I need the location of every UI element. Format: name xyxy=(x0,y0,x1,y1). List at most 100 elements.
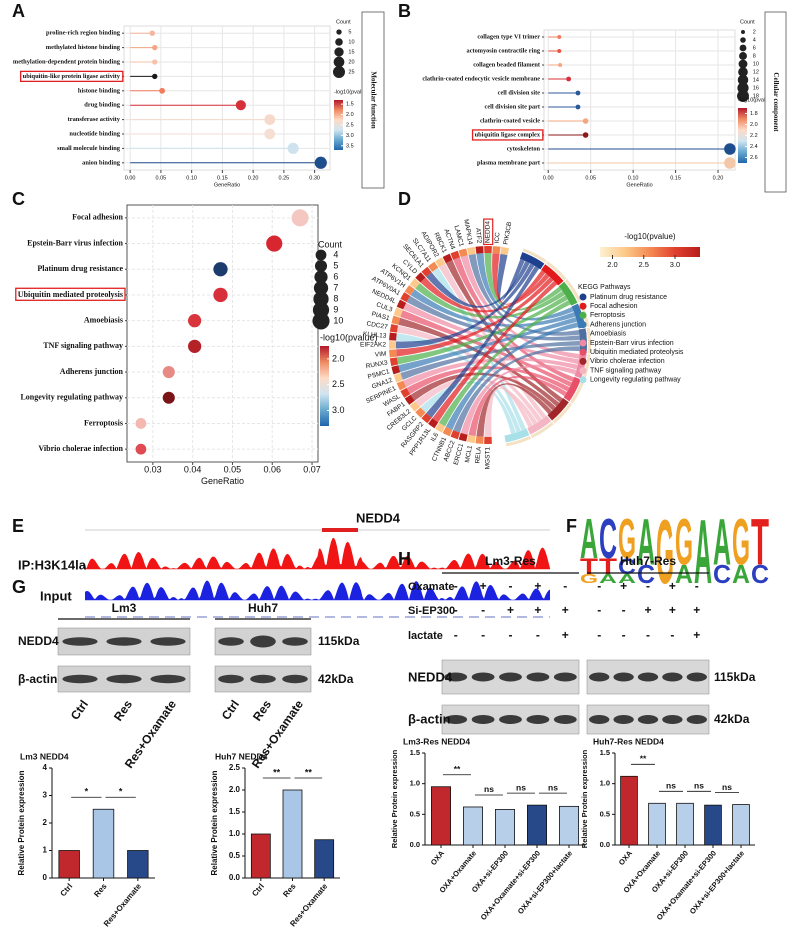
chord-ribbon xyxy=(398,317,560,407)
category-label: Focal adhesion xyxy=(72,213,123,222)
treatment-label: Oxamate xyxy=(408,581,454,593)
category-label: clathrin-coated endocytic vesicle membra… xyxy=(422,75,540,82)
chord-ribbon xyxy=(453,346,580,433)
size-legend-label: 6 xyxy=(333,271,338,281)
pathway-outer-arc xyxy=(570,379,585,404)
band xyxy=(218,637,244,646)
legend-label: TNF signaling pathway xyxy=(590,367,662,374)
input-track xyxy=(85,580,550,600)
legend-swatch xyxy=(579,321,587,329)
lane-label: Ctrl xyxy=(68,698,91,723)
category-label: collagen type VI trimer xyxy=(477,33,540,40)
treatment-sign: + xyxy=(693,603,700,617)
logo-letter: C xyxy=(637,560,655,589)
gene-arc xyxy=(428,261,439,272)
chord-ribbon xyxy=(426,265,540,418)
treatment-sign: - xyxy=(646,579,650,593)
colorbar-label: 1.8 xyxy=(750,111,758,117)
category-label: plasma membrane part xyxy=(477,159,541,166)
dot xyxy=(135,443,147,455)
lane-label: Res xyxy=(111,697,135,723)
chord-ribbon xyxy=(400,340,580,380)
size-legend-label: 10 xyxy=(333,315,343,325)
legend-swatch xyxy=(579,367,587,375)
chart-title: Huh7-Res NEDD4 xyxy=(593,736,664,746)
size-legend-dot xyxy=(739,52,747,60)
legend-swatch xyxy=(579,302,587,310)
treatment-sign: + xyxy=(620,579,627,593)
colorbar-label: 3.5 xyxy=(346,143,354,149)
category-label: Adherens junction xyxy=(60,367,124,376)
x-axis-label: GeneRatio xyxy=(214,183,240,189)
treatment-sign: - xyxy=(509,579,513,593)
colorbar-label: 2.0 xyxy=(346,112,354,118)
bar xyxy=(462,806,483,846)
pathway-arc xyxy=(527,415,552,435)
size-legend-dot xyxy=(738,59,748,69)
treatment-label: Si-EP300 xyxy=(408,605,455,617)
y-tick-label: 1 xyxy=(43,846,48,855)
legend-label: Amoebiasis xyxy=(590,331,627,338)
x-tick-label: OXA xyxy=(429,848,447,867)
colorbar-label: 2.0 xyxy=(750,122,758,128)
size-legend-label: 4 xyxy=(753,37,756,43)
size-legend-label: 14 xyxy=(753,77,759,83)
treatment-sign: - xyxy=(563,579,567,593)
legend-label: Adherens junction xyxy=(590,321,646,328)
chord-ribbon xyxy=(400,310,573,387)
chip-track xyxy=(85,537,550,569)
x-tick-label: 0.15 xyxy=(217,175,228,181)
band xyxy=(62,674,98,684)
logo-letter: A xyxy=(694,500,712,602)
pathway-outer-arc xyxy=(505,435,532,447)
gene-label: KLHL13 xyxy=(363,331,387,340)
y-tick-label: 0.5 xyxy=(229,851,241,860)
colorbar-label: 3.0 xyxy=(346,133,354,139)
treatment-sign: - xyxy=(646,628,650,642)
band xyxy=(106,674,142,684)
gene-label: EIF2AK2 xyxy=(360,342,386,349)
significance-label: ns xyxy=(694,781,704,791)
gene-arc xyxy=(404,285,415,296)
side-label: Molecular function xyxy=(369,71,377,128)
category-label: transferase activity xyxy=(68,116,121,123)
logo-letter: A xyxy=(675,560,693,589)
size-legend-label: 6 xyxy=(753,45,756,51)
dot xyxy=(152,59,158,65)
logo-letter: A xyxy=(599,572,617,586)
y-tick-label: 1.5 xyxy=(229,807,241,816)
size-legend-dot xyxy=(741,30,745,34)
significance-label: ns xyxy=(548,782,558,792)
legend-label: Longevity regulating pathway xyxy=(590,377,681,384)
chord-ribbon xyxy=(396,263,535,349)
region-marker xyxy=(322,528,358,532)
gene-label: PIAS1 xyxy=(371,311,391,323)
x-tick-label: 0.25 xyxy=(279,175,290,181)
category-label: cell division site xyxy=(498,89,541,96)
cell-line-label: Huh7 xyxy=(248,601,278,615)
gene-arc xyxy=(391,365,401,375)
band xyxy=(553,672,577,682)
chord-ribbon xyxy=(438,300,571,427)
chord-ribbon xyxy=(415,377,538,425)
legend-label: Platinum drug resistance xyxy=(590,294,667,301)
gene-arc xyxy=(415,407,426,418)
chord-ribbon xyxy=(432,280,558,423)
chord-ribbon xyxy=(398,317,578,373)
size-legend-dot xyxy=(739,44,747,52)
size-legend-label: 9 xyxy=(333,304,338,314)
side-label: Cellular component xyxy=(772,72,780,132)
plot-area xyxy=(543,29,736,171)
bar xyxy=(127,850,149,879)
band xyxy=(637,715,659,724)
category-label: methylation-dependent protein binding xyxy=(13,58,121,65)
size-legend-dot xyxy=(336,29,342,35)
x-tick-label: 0.30 xyxy=(309,175,320,181)
gene-label: NEDD4 xyxy=(485,221,492,243)
size-legend-label: 12 xyxy=(753,69,759,75)
dot xyxy=(213,287,228,303)
chord-ribbon xyxy=(420,273,550,313)
gene-label: ATF2 xyxy=(474,228,482,244)
bar xyxy=(314,839,335,879)
size-legend-label: 5 xyxy=(348,29,351,35)
